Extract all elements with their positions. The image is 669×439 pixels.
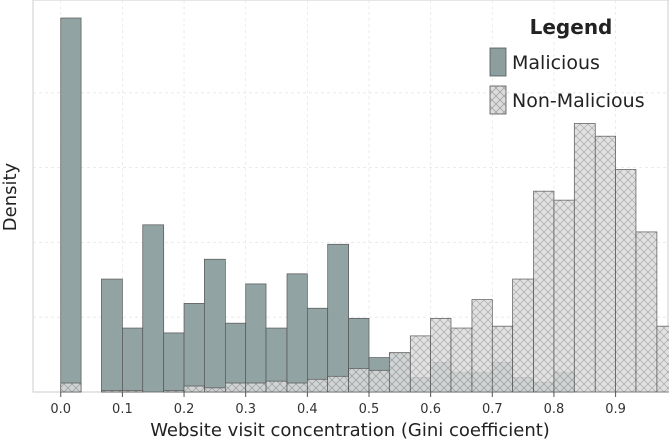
non-malicious-bar-3 bbox=[163, 390, 185, 393]
x-tick-label-9: 0.9 bbox=[605, 402, 626, 417]
non-malicious-bar-2 bbox=[122, 390, 144, 393]
x-tick-label-8: 0.8 bbox=[544, 402, 565, 417]
x-tick-label-6: 0.6 bbox=[420, 402, 441, 417]
x-tick-label-5: 0.5 bbox=[359, 402, 380, 417]
y-axis-label: Density bbox=[0, 162, 21, 231]
non-malicious-bar-23 bbox=[573, 123, 596, 393]
malicious-bar-6 bbox=[204, 258, 226, 393]
non-malicious-bar-25 bbox=[615, 169, 637, 393]
non-malicious-bar-17 bbox=[450, 327, 473, 393]
non-malicious-bars bbox=[60, 123, 669, 393]
non-malicious-bar-0 bbox=[60, 382, 82, 393]
legend-label-non-malicious: Non-Malicious bbox=[512, 90, 645, 112]
non-malicious-bar-22 bbox=[553, 199, 575, 393]
non-malicious-bar-19 bbox=[491, 325, 513, 393]
non-malicious-bar-21 bbox=[533, 190, 555, 393]
malicious-bar-7 bbox=[224, 322, 247, 393]
malicious-bar-4 bbox=[163, 332, 185, 393]
non-malicious-bar-4 bbox=[183, 385, 205, 393]
x-tick-label-4: 0.4 bbox=[297, 402, 318, 417]
x-tick-label-3: 0.3 bbox=[235, 402, 256, 417]
x-tick-label-0: 0.0 bbox=[50, 402, 71, 417]
non-malicious-bar-15 bbox=[409, 335, 431, 393]
non-malicious-bar-10 bbox=[306, 378, 329, 393]
malicious-bar-0 bbox=[60, 17, 82, 393]
non-malicious-bar-6 bbox=[224, 382, 247, 393]
malicious-bar-3 bbox=[142, 224, 165, 393]
legend-swatch-malicious bbox=[489, 47, 507, 77]
non-malicious-bar-20 bbox=[512, 278, 534, 393]
non-malicious-bar-8 bbox=[265, 380, 288, 393]
legend-swatch-non-malicious bbox=[489, 85, 507, 115]
x-tick-label-2: 0.2 bbox=[174, 402, 195, 417]
legend: Legend Malicious Non-Malicious bbox=[489, 15, 645, 115]
malicious-bar-10 bbox=[286, 273, 308, 393]
non-malicious-bar-13 bbox=[368, 369, 390, 393]
non-malicious-bar-24 bbox=[594, 135, 616, 393]
malicious-bar-2 bbox=[122, 327, 144, 393]
malicious-bar-8 bbox=[245, 283, 267, 393]
non-malicious-bar-7 bbox=[245, 382, 267, 393]
non-malicious-bar-27 bbox=[656, 325, 669, 393]
non-malicious-bar-26 bbox=[635, 231, 658, 393]
non-malicious-bar-9 bbox=[286, 382, 308, 393]
x-tick-label-7: 0.7 bbox=[482, 402, 503, 417]
malicious-bar-12 bbox=[327, 243, 350, 393]
non-malicious-bar-18 bbox=[471, 299, 493, 393]
non-malicious-bar-16 bbox=[430, 317, 452, 393]
x-ticks: 0.0 0.1 0.2 0.3 0.4 0.5 0.6 0.7 0.8 0.9 bbox=[50, 392, 626, 417]
legend-title: Legend bbox=[530, 15, 613, 39]
malicious-bar-1 bbox=[101, 278, 123, 393]
legend-label-malicious: Malicious bbox=[512, 52, 600, 74]
x-tick-label-1: 0.1 bbox=[112, 402, 133, 417]
x-axis-label: Website visit concentration (Gini coeffi… bbox=[150, 420, 550, 439]
malicious-bar-5 bbox=[183, 303, 205, 393]
non-malicious-bar-12 bbox=[348, 368, 370, 393]
non-malicious-bar-5 bbox=[204, 387, 226, 393]
non-malicious-bar-11 bbox=[327, 375, 350, 393]
non-malicious-bar-1 bbox=[101, 390, 123, 393]
non-malicious-bar-14 bbox=[388, 352, 411, 393]
